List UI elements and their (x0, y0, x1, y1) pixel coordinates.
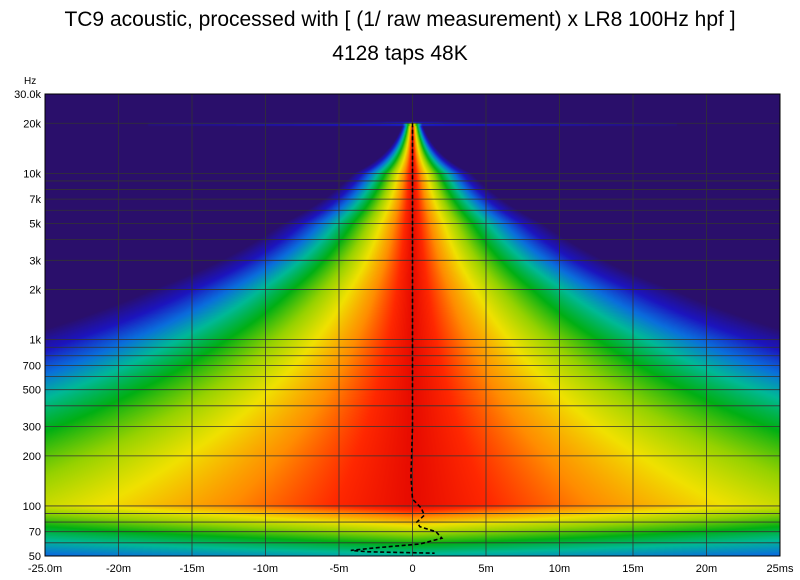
x-tick-label: 5m (478, 563, 493, 575)
group-delay-line (350, 123, 444, 554)
x-tick-label: 10m (549, 563, 570, 575)
y-axis-unit: Hz (24, 76, 37, 87)
y-tick-label: 30.0k (14, 89, 41, 101)
y-tick-label: 700 (23, 360, 41, 372)
x-tick-label: -25.0m (28, 563, 62, 575)
y-tick-label: 1k (29, 335, 41, 347)
y-tick-label: 20k (23, 118, 41, 130)
x-tick-label: 15m (622, 563, 643, 575)
x-tick-label: 20m (696, 563, 717, 575)
y-tick-label: 5k (29, 218, 41, 230)
y-tick-label: 50 (29, 551, 41, 563)
y-tick-label: 7k (29, 194, 41, 206)
grid-lines (44, 93, 781, 557)
y-tick-label: 2k (29, 285, 41, 297)
plot-frame (44, 93, 781, 557)
group-delay-trace (350, 123, 444, 554)
y-tick-label: 100 (23, 501, 41, 513)
y-tick-label: 10k (23, 168, 41, 180)
x-tick-label: -15m (179, 563, 204, 575)
y-tick-label: 70 (29, 527, 41, 539)
x-tick-label: 25ms (767, 563, 794, 575)
chart-title-line-2: 4128 taps 48K (332, 42, 468, 65)
x-tick-label: 0 (409, 563, 415, 575)
y-tick-label: 3k (29, 255, 41, 267)
y-tick-label: 300 (23, 422, 41, 434)
x-tick-label: -5m (330, 563, 349, 575)
chart-title-line-1: TC9 acoustic, processed with [ (1/ raw m… (64, 8, 736, 31)
y-tick-label: 200 (23, 451, 41, 463)
x-tick-label: -10m (253, 563, 278, 575)
x-tick-label: -20m (106, 563, 131, 575)
y-tick-label: 500 (23, 385, 41, 397)
x-axis-ticks: -25.0m -20m -15m -10m -5m 0 5m 10m 15m 20m 25ms (28, 563, 794, 575)
y-axis-ticks: 30.0k 20k 10k 7k 5k 3k 2k 1k 700 500 300 200 100 70 50 (14, 89, 41, 563)
